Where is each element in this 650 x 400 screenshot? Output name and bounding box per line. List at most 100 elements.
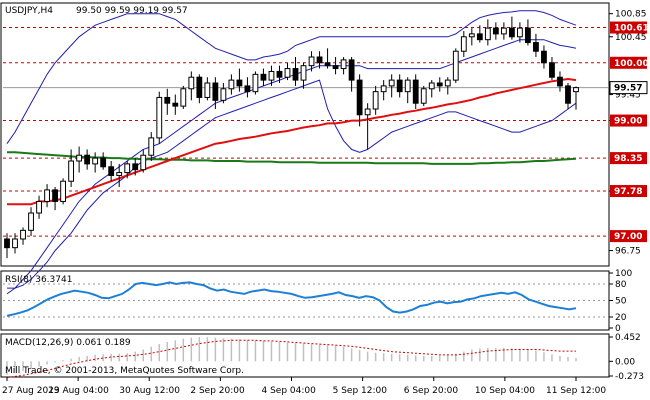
candle-body xyxy=(308,56,315,67)
time-axis-label: 4 Sep 04:00 xyxy=(262,386,317,396)
candle-body xyxy=(252,73,259,93)
candle-body xyxy=(100,157,107,168)
macd-panel: 0.452 0.00 -0.273 xyxy=(6,333,644,382)
rsi-label: RSI(8) 36.3741 xyxy=(5,275,72,285)
candle-body xyxy=(68,160,75,182)
bollinger-middle-line xyxy=(6,39,577,295)
macd-axis-label: -0.273 xyxy=(615,372,644,382)
candle-body xyxy=(372,91,379,110)
candle-body xyxy=(348,59,355,81)
candle-body xyxy=(156,96,163,139)
level-tag xyxy=(610,114,647,127)
candle-body xyxy=(340,59,347,70)
candle-body xyxy=(284,68,291,78)
rsi-axis-label: 80 xyxy=(615,280,627,290)
macd-panel-frame xyxy=(0,333,610,378)
candle-body xyxy=(356,79,363,116)
candle-body xyxy=(324,62,331,67)
candle-body xyxy=(204,82,211,98)
current-price-label: 99.57 xyxy=(614,84,642,94)
candle-body xyxy=(196,76,203,98)
candle-body xyxy=(388,79,395,87)
time-axis-label: 11 Sep 12:00 xyxy=(546,386,606,396)
candle-body xyxy=(436,82,443,87)
candle-body xyxy=(420,88,427,104)
candle-body xyxy=(316,56,323,64)
candle-body xyxy=(20,229,26,240)
candle-body xyxy=(276,70,283,78)
price-axis-label: 96.75 xyxy=(615,247,641,257)
candle-body xyxy=(108,166,115,176)
level-tag xyxy=(610,21,647,34)
candle-body xyxy=(573,87,579,93)
candle-body xyxy=(364,108,371,116)
candle-body xyxy=(44,189,50,202)
candle-body xyxy=(484,27,491,41)
level-tag xyxy=(610,56,647,69)
candle-body xyxy=(380,85,387,93)
candle-body xyxy=(541,50,547,64)
level-tag xyxy=(610,230,647,243)
level-tag-label: 99.00 xyxy=(614,117,642,127)
candle-body xyxy=(132,163,139,171)
candle-body xyxy=(404,79,411,93)
price-axis-label: 100.45 xyxy=(615,33,647,43)
candle-body xyxy=(460,36,467,52)
macd-label: MACD(12,26,9) 0.061 0.189 xyxy=(5,338,131,348)
candle-body xyxy=(76,154,83,162)
candle-body xyxy=(468,33,475,38)
candle-body xyxy=(172,102,179,107)
level-tag-label: 97.78 xyxy=(614,187,642,197)
candle-body xyxy=(164,96,171,104)
candle-body xyxy=(180,88,187,107)
level-tag-label: 100.61 xyxy=(614,24,649,34)
candle-body xyxy=(500,27,507,35)
candle-body xyxy=(36,200,42,214)
candle-body xyxy=(236,79,243,87)
candle-body xyxy=(525,27,531,44)
candle-body xyxy=(4,238,10,249)
rsi-axis-label: 100 xyxy=(615,269,632,279)
time-axis-label: 6 Sep 20:00 xyxy=(404,386,459,396)
candle-body xyxy=(533,42,539,52)
candle-body xyxy=(557,76,563,87)
candle-body xyxy=(92,157,99,165)
candle-body xyxy=(220,88,227,101)
macd-signal-line xyxy=(6,339,576,378)
price-axis-label: 100.85 xyxy=(615,10,647,20)
time-axis-label: 10 Sep 04:00 xyxy=(475,386,535,396)
time-axis-label: 27 Aug 2013 xyxy=(2,386,60,396)
rsi-line xyxy=(6,281,577,317)
candle-body xyxy=(412,79,419,104)
current-price-tag xyxy=(609,81,648,95)
candle-body xyxy=(396,79,403,93)
rsi-axis-label: 20 xyxy=(615,313,627,323)
candle-body xyxy=(148,137,155,156)
macd-axis-label: 0.00 xyxy=(615,357,635,367)
candle-body xyxy=(508,27,515,38)
candle-body xyxy=(300,65,307,81)
candle-body xyxy=(476,33,483,41)
candle-body xyxy=(332,65,339,70)
candle-body xyxy=(84,154,91,165)
candle-body xyxy=(124,163,131,174)
level-tag-label: 98.35 xyxy=(614,154,642,164)
price-axis-label: 99.45 xyxy=(615,91,641,101)
macd-axis-label: 0.452 xyxy=(615,333,641,343)
level-tag-label: 97.00 xyxy=(614,232,642,242)
rsi-axis-label: 0 xyxy=(615,324,621,334)
rsi-axis-label: 50 xyxy=(615,297,627,307)
candle-body xyxy=(60,180,67,202)
candle-body xyxy=(228,79,235,90)
candle-body xyxy=(444,79,451,87)
time-axis-label: 29 Aug 04:00 xyxy=(48,386,109,396)
candle-body xyxy=(52,189,58,202)
candle-body xyxy=(244,85,251,93)
level-tag xyxy=(610,185,647,198)
time-axis-label: 2 Sep 20:00 xyxy=(190,386,245,396)
candle-body xyxy=(428,82,435,90)
candle-body xyxy=(292,68,299,81)
